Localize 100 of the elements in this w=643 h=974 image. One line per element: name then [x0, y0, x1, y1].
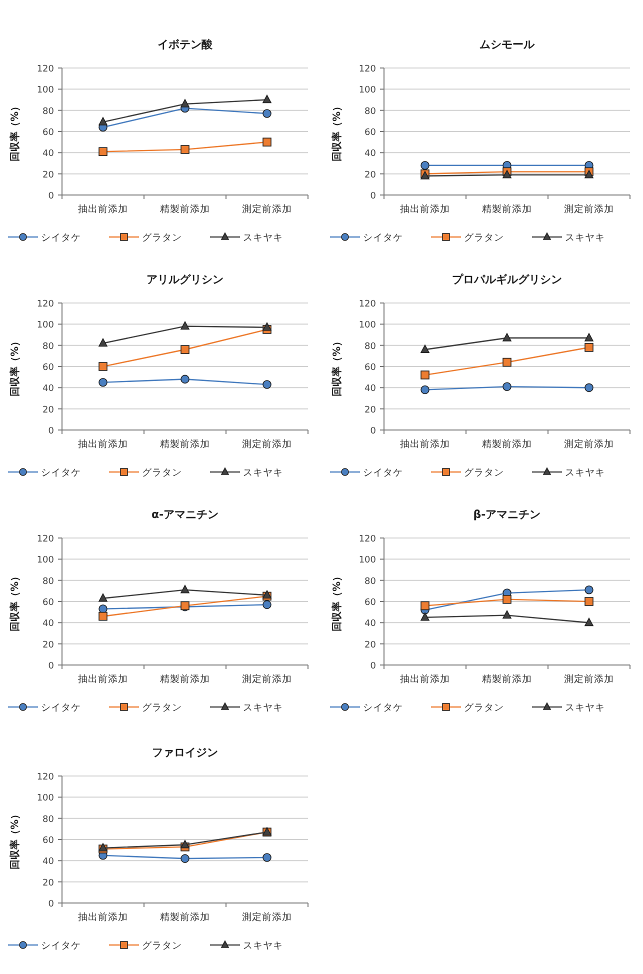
point [420, 612, 430, 621]
point [502, 333, 512, 342]
y-tick-label: 100 [36, 556, 54, 566]
point [502, 610, 512, 619]
point [98, 362, 108, 371]
x-tick-label: 測定前添加 [564, 203, 614, 215]
x-tick-label: 抽出前添加 [400, 673, 450, 685]
point [262, 322, 272, 331]
legend-label: スキヤキ [243, 940, 283, 952]
legend-label: シイタケ [41, 940, 81, 952]
y-tick-label: 40 [42, 619, 54, 630]
point [180, 99, 190, 108]
y-tick-label: 120 [36, 300, 54, 310]
legend-label: スキヤキ [565, 232, 605, 244]
chart-title: α-アマニチン [151, 508, 219, 521]
y-tick-label: 0 [48, 426, 54, 436]
y-tick-label: 120 [36, 772, 54, 782]
y-tick-label: 60 [42, 363, 54, 373]
point [98, 593, 108, 602]
x-tick-label: 測定前添加 [564, 438, 614, 450]
y-tick-label: 120 [358, 534, 376, 544]
point [420, 344, 430, 353]
y-tick-label: 60 [364, 598, 376, 608]
x-tick-label: 測定前添加 [242, 673, 292, 685]
point [502, 358, 512, 367]
point [262, 109, 272, 118]
y-tick-label: 40 [42, 384, 54, 394]
y-tick-label: 20 [364, 405, 376, 416]
y-tick-label: 100 [36, 794, 54, 804]
y-tick-label: 40 [364, 149, 376, 160]
point [420, 601, 430, 610]
point [262, 380, 272, 389]
legend-label: グラタン [142, 702, 182, 714]
y-tick-label: 0 [370, 192, 376, 202]
legend-label: スキヤキ [243, 468, 283, 478]
x-tick-label: 精製前添加 [482, 438, 532, 450]
legend-label: シイタケ [41, 232, 81, 244]
y-tick-label: 0 [370, 426, 376, 436]
x-tick-label: 抽出前添加 [78, 911, 128, 923]
legend-label: グラタン [464, 232, 504, 244]
point [502, 594, 512, 604]
legend-label: グラタン [142, 940, 182, 952]
y-tick-label: 80 [42, 106, 54, 117]
point [584, 597, 594, 606]
y-tick-label: 60 [42, 128, 54, 138]
point [420, 370, 430, 380]
y-tick-label: 60 [364, 128, 376, 138]
legend-label: グラタン [142, 232, 182, 244]
y-tick-label: 0 [48, 192, 54, 202]
y-tick-label: 80 [364, 576, 376, 587]
point [180, 840, 190, 848]
point [180, 321, 190, 330]
legend-label: シイタケ [41, 702, 81, 714]
point [180, 854, 190, 863]
legend-label: スキヤキ [243, 702, 283, 714]
x-tick-label: 測定前添加 [564, 673, 614, 685]
y-tick-label: 40 [364, 619, 376, 630]
legend-label: グラタン [142, 468, 182, 478]
y-tick-label: 0 [48, 900, 54, 910]
point [584, 170, 594, 178]
point [180, 345, 190, 354]
y-tick-label: 40 [42, 857, 54, 868]
x-tick-label: 精製前添加 [160, 438, 210, 450]
y-tick-label: 120 [358, 300, 376, 310]
x-tick-label: 抽出前添加 [78, 203, 128, 215]
point [584, 343, 594, 352]
y-tick-label: 80 [42, 342, 54, 352]
y-tick-label: 80 [364, 106, 376, 117]
y-tick-label: 20 [42, 170, 54, 180]
y-tick-label: 20 [42, 878, 54, 888]
y-tick-label: 20 [42, 405, 54, 416]
chart-title: イボテン酸 [158, 38, 214, 51]
legend-label: シイタケ [363, 702, 403, 714]
y-tick-label: 100 [358, 320, 376, 331]
y-axis-title: 回収率（%） [9, 101, 21, 162]
x-tick-label: 測定前添加 [242, 203, 292, 215]
y-tick-label: 60 [42, 836, 54, 846]
x-tick-label: 抽出前添加 [400, 203, 450, 215]
y-tick-label: 20 [364, 640, 376, 650]
y-tick-label: 0 [48, 662, 54, 672]
point [98, 338, 108, 347]
y-tick-label: 60 [42, 598, 54, 608]
x-tick-label: 抽出前添加 [78, 438, 128, 450]
legend-label: グラタン [464, 702, 504, 714]
y-tick-label: 120 [36, 64, 54, 74]
legend-label: スキヤキ [565, 468, 605, 478]
point [180, 374, 190, 384]
y-tick-label: 100 [36, 86, 54, 96]
chart-title: β-アマニチン [473, 508, 541, 521]
x-tick-label: 測定前添加 [242, 911, 292, 923]
y-axis-title: 回収率（%） [331, 101, 343, 162]
x-tick-label: 精製前添加 [160, 911, 210, 923]
x-tick-label: 測定前添加 [242, 438, 292, 450]
point [98, 117, 108, 126]
y-tick-label: 120 [36, 534, 54, 544]
legend-label: シイタケ [363, 232, 403, 244]
y-tick-label: 100 [358, 86, 376, 96]
x-tick-label: 精製前添加 [482, 673, 532, 685]
y-tick-label: 20 [364, 170, 376, 180]
y-tick-label: 80 [42, 814, 54, 825]
